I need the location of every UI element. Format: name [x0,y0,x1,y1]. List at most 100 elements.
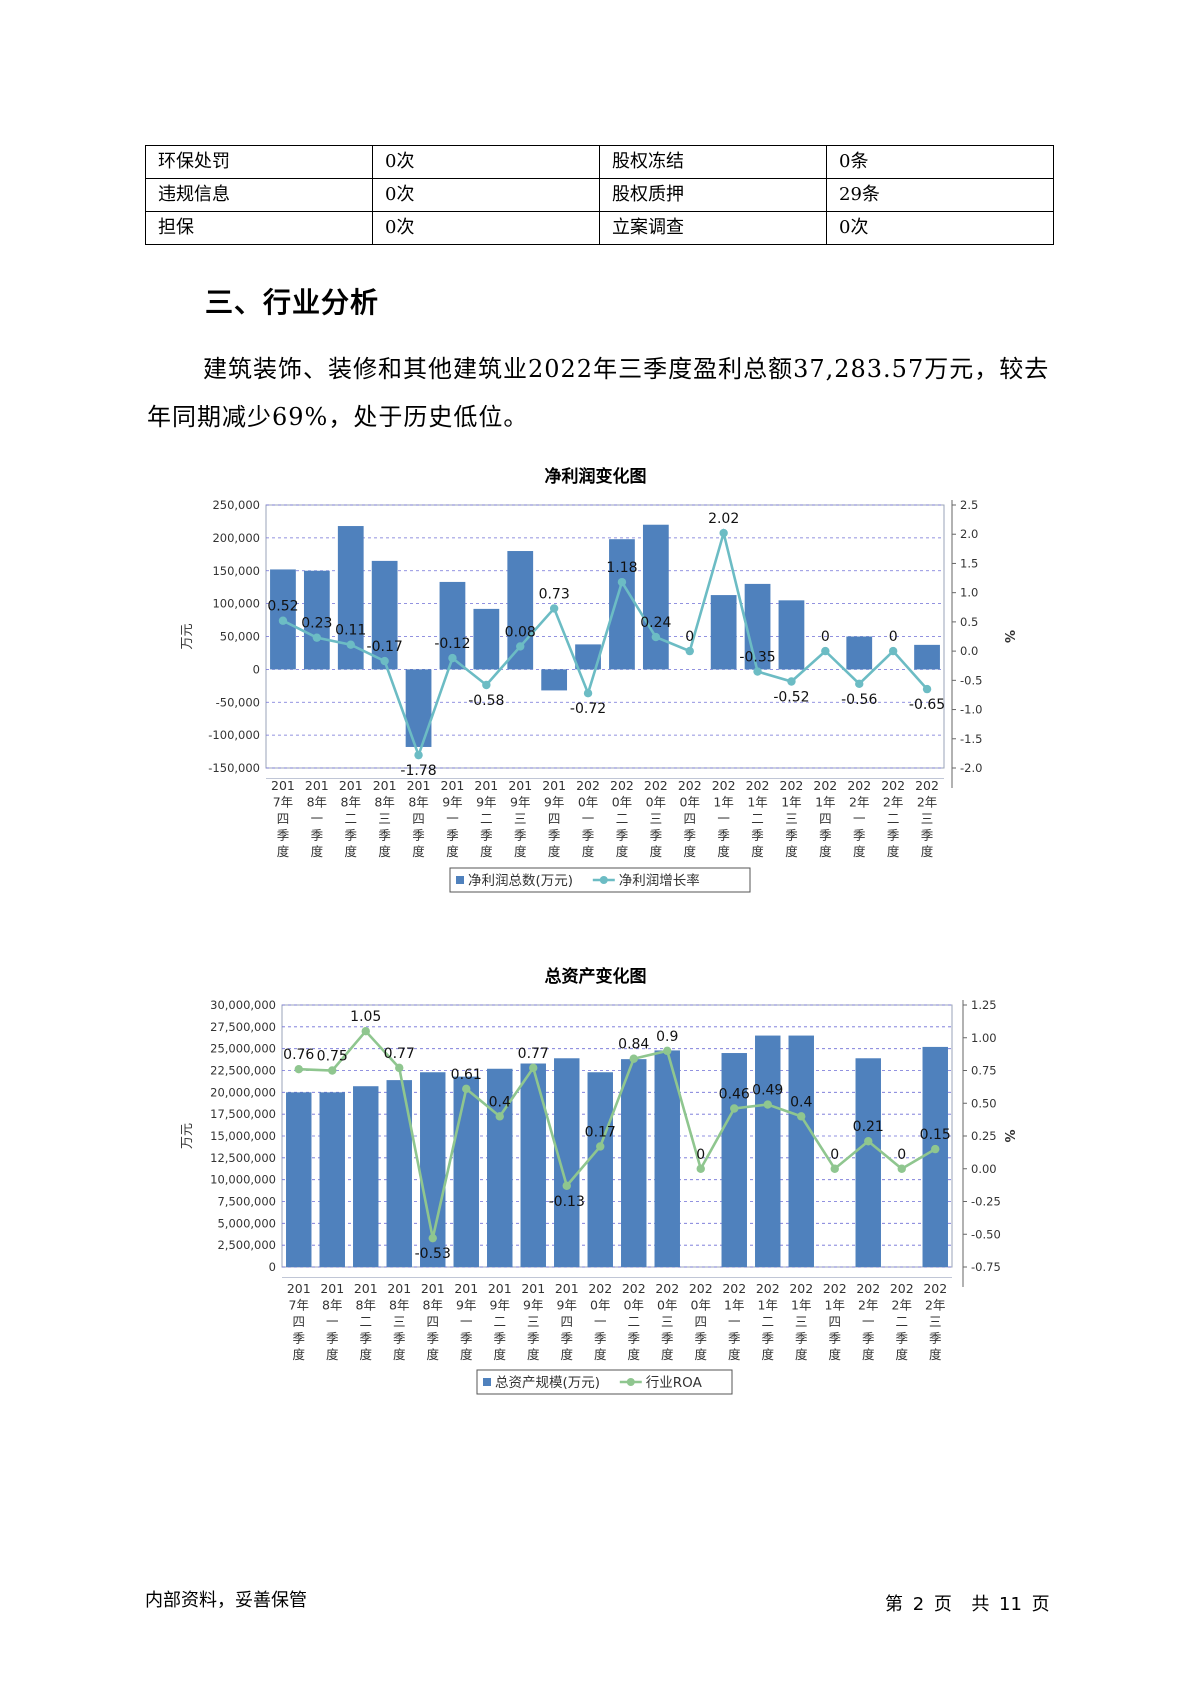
table-cell: 29条 [826,178,1054,212]
y2-tick-label: 1.0 [960,586,978,600]
data-label: -0.17 [367,639,403,655]
x-tick-label: 度 [661,1347,674,1362]
bar [744,583,771,670]
x-tick-label: 201 [287,1281,311,1296]
x-tick-label: 202 [588,1281,612,1296]
y-tick-label: -100,000 [208,728,260,742]
x-tick-label: 度 [292,1347,305,1362]
x-tick-label: 202 [823,1281,847,1296]
line-point [855,679,864,689]
x-tick-label: 季 [560,1331,573,1346]
x-tick-label: 9年 [523,1298,543,1313]
x-tick-label: 202 [780,778,804,793]
data-label: 0.77 [384,1046,415,1062]
line-point [685,646,694,656]
table-cell: 股权冻结 [599,145,827,179]
x-tick-label: 度 [582,844,595,859]
x-tick-label: 四 [292,1314,305,1329]
x-tick-label: 1年 [791,1298,811,1313]
category-panel-line [282,1277,952,1278]
x-tick-label: 201 [542,778,566,793]
line-point [730,1104,739,1113]
bar [303,570,330,670]
x-tick-label: 季 [683,828,696,843]
bar [473,608,500,670]
x-tick-label: 1年 [758,1298,778,1313]
x-tick-label: 201 [373,778,397,793]
y2-tick-label: 0.25 [971,1129,997,1143]
y-tick-label: 27,500,000 [210,1020,276,1034]
x-tick-label: 201 [441,778,465,793]
line-point [864,1137,873,1146]
y-tick-label: 10,000,000 [210,1173,276,1187]
x-tick-label: 度 [862,1347,875,1362]
line-point [562,1181,571,1190]
y-tick-label: -50,000 [216,695,260,709]
x-tick-label: 202 [712,778,736,793]
x-tick-label: 季 [895,1331,908,1346]
x-tick-label: 202 [610,778,634,793]
data-label: 0.76 [283,1047,314,1063]
line-point [462,1084,471,1094]
data-label: -0.52 [773,690,809,706]
x-tick-label: 季 [853,828,866,843]
x-tick-label: 202 [789,1281,813,1296]
x-tick-label: 季 [527,1331,540,1346]
y-tick-label: 12,500,000 [210,1151,276,1165]
y2-tick-label: 0.5 [960,615,978,629]
x-tick-label: 202 [881,778,905,793]
y-tick-label: 0 [253,662,260,676]
table-cell: 0次 [372,178,600,212]
x-tick-label: 202 [722,1281,746,1296]
data-label: 0.73 [539,586,570,602]
data-label: 1.18 [606,560,637,576]
table-cell: 立案调查 [599,211,827,245]
x-tick-label: 季 [921,828,934,843]
bar [609,539,635,670]
y2-tick-label: -1.5 [960,732,982,746]
x-tick-label: 四 [683,811,696,826]
line-point [931,1144,940,1154]
x-tick-label: 0年 [612,795,632,810]
x-tick-label: 季 [426,1331,439,1346]
x-tick-label: 201 [271,778,295,793]
x-tick-label: 二 [616,811,629,826]
x-tick-label: 三 [527,1314,540,1329]
line-point [529,1063,538,1073]
x-tick-label: 度 [929,1347,942,1362]
x-tick-label: 0年 [590,1298,610,1313]
page-number: 第 2 页 共 11 页 [885,1594,1050,1615]
x-tick-label: 三 [785,811,798,826]
bar [621,1059,647,1267]
section-paragraph: 建筑装饰、装修和其他建筑业2022年三季度盈利总额37,283.57万元，较去年… [147,345,1062,441]
x-tick-label: 9年 [544,795,564,810]
x-tick-label: 7年 [289,1298,309,1313]
x-tick-label: 季 [393,1331,406,1346]
x-tick-label: 2年 [883,795,903,810]
x-tick-label: 四 [819,811,832,826]
plot-area [281,1004,953,1268]
line-point [516,642,525,651]
x-tick-label: 8年 [423,1298,443,1313]
x-tick-label: 一 [853,811,866,826]
data-label: -0.65 [909,697,945,713]
x-tick-label: 202 [923,1281,947,1296]
x-tick-label: 度 [480,844,493,859]
table-row: 环保处罚 0次 股权冻结 0条 [145,145,1054,179]
bar [541,669,568,691]
x-tick-label: 季 [862,1331,875,1346]
x-tick-label: 季 [728,1331,741,1346]
line-point [787,677,796,686]
x-tick-label: 季 [344,828,357,843]
x-tick-label: 度 [761,1347,774,1362]
y-tick-label: 5,000,000 [217,1216,276,1230]
line-point [380,656,389,666]
x-tick-label: 度 [393,1347,406,1362]
table-row: 担保 0次 立案调查 0次 [145,211,1054,245]
x-tick-label: 度 [683,844,696,859]
x-tick-label: 202 [915,778,939,793]
x-tick-label: 8年 [322,1298,342,1313]
bar [587,1072,613,1267]
x-tick-label: 度 [921,844,934,859]
